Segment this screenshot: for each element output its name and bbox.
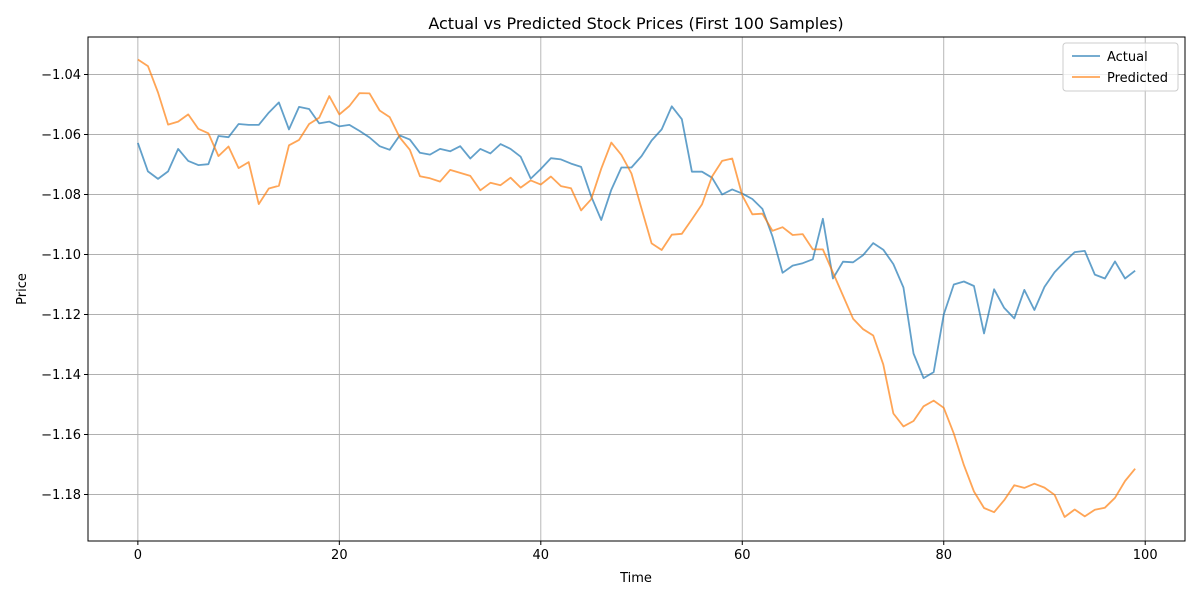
series-line-predicted: [137, 58, 1136, 518]
y-tick-label: −1.18: [41, 488, 81, 503]
x-tick-label: 40: [533, 548, 550, 563]
y-tick-label: −1.04: [41, 68, 81, 83]
grid-lines: [88, 37, 1185, 541]
x-tick-label: 100: [1133, 548, 1158, 563]
chart-title: Actual vs Predicted Stock Prices (First …: [428, 14, 843, 33]
y-tick-label: −1.06: [41, 128, 81, 143]
x-tick-label: 80: [935, 548, 952, 563]
series-lines: [137, 58, 1136, 518]
y-tick-label: −1.12: [41, 308, 81, 323]
y-tick-label: −1.08: [41, 188, 81, 203]
y-axis-label: Price: [15, 273, 30, 305]
y-tick-label: −1.16: [41, 428, 81, 443]
legend-box: [1062, 42, 1179, 92]
x-tick-label: 60: [734, 548, 751, 563]
legend: Actual Predicted: [1062, 42, 1179, 92]
legend-label-predicted: Predicted: [1107, 71, 1168, 86]
y-tick-label: −1.10: [41, 248, 81, 263]
x-tick-label: 20: [331, 548, 348, 563]
x-tick-label: 0: [134, 548, 142, 563]
x-axis-label: Time: [619, 571, 652, 586]
axis-ticks: 0 20 40 60 80 100 −1.18 −1.16 −1.14 −1.12 −1.10 −1.…: [41, 68, 1157, 563]
y-tick-label: −1.14: [41, 368, 81, 383]
series-line-actual: [137, 101, 1136, 380]
legend-label-actual: Actual: [1107, 50, 1148, 65]
plot-frame: [87, 36, 1186, 542]
